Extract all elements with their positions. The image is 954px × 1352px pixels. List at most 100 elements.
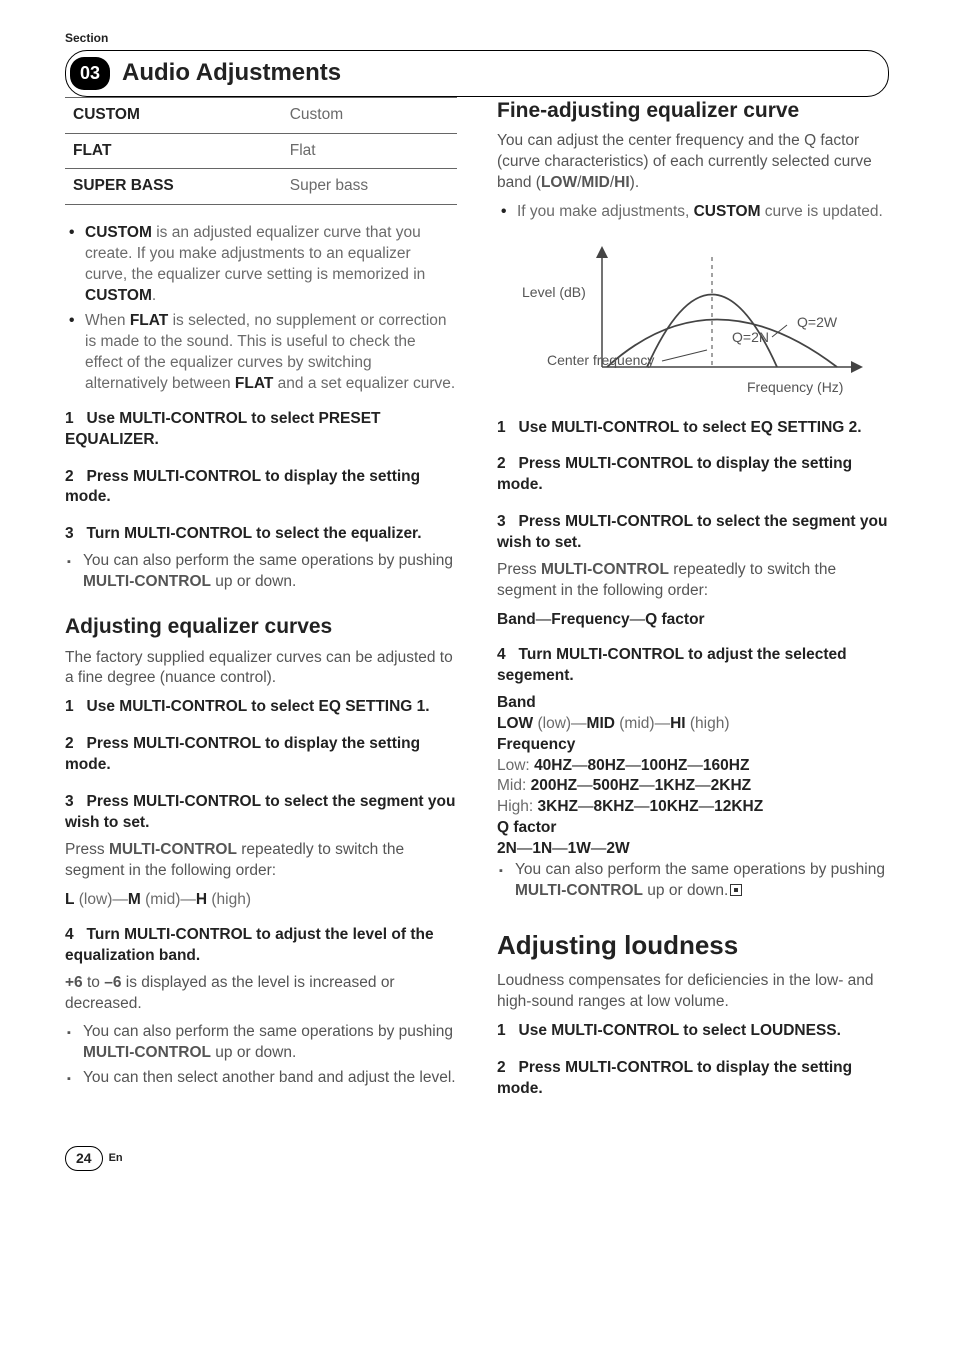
lmh-line: L (low)—M (mid)—H (high) [65, 890, 457, 911]
eq-name: CUSTOM [65, 97, 282, 133]
step-extra: Press MULTI-CONTROL repeatedly to switch… [497, 560, 889, 602]
eq-name: FLAT [65, 133, 282, 169]
text: — [578, 798, 594, 815]
step-text: Press MULTI-CONTROL to display the setti… [497, 455, 852, 493]
text-bold: 1W [568, 840, 591, 857]
step-number: 3 [65, 525, 74, 542]
step: 2 Press MULTI-CONTROL to display the set… [497, 454, 889, 496]
step-extra: Press MULTI-CONTROL repeatedly to switch… [65, 840, 457, 882]
text-bold: CUSTOM [85, 224, 152, 241]
info-bullets: If you make adjustments, CUSTOM curve is… [497, 202, 889, 223]
step-text: Press MULTI-CONTROL to select the segmen… [65, 793, 455, 831]
text: . [152, 287, 156, 304]
text: — [536, 611, 552, 628]
text: and a set equalizer curve. [273, 375, 455, 392]
text: up or down. [211, 573, 296, 590]
text-bold: MID [587, 715, 615, 732]
note: You can also perform the same operations… [65, 1022, 457, 1064]
q-factor-graph: Level (dB) Center frequency Frequency (H… [497, 237, 889, 404]
step-number: 1 [497, 419, 506, 436]
table-row: FLAT Flat [65, 133, 457, 169]
step-number: 1 [65, 410, 74, 427]
step-text: Press MULTI-CONTROL to display the setti… [65, 735, 420, 773]
eq-name: SUPER BASS [65, 169, 282, 205]
text: Mid: [497, 777, 531, 794]
text-bold: 500HZ [593, 777, 640, 794]
step-extra: +6 to –6 is displayed as the level is in… [65, 973, 457, 1015]
text-bold: +6 [65, 974, 83, 991]
text-bold: 1N [532, 840, 552, 857]
freq-low-line: Low: 40HZ—80HZ—100HZ—160HZ [497, 756, 889, 777]
text-bold: Q factor [645, 611, 704, 628]
text: When [85, 312, 130, 329]
text-bold: 80HZ [587, 757, 625, 774]
text: — [634, 798, 650, 815]
text-bold: MULTI-CONTROL [515, 882, 643, 899]
left-column: CUSTOM Custom FLAT Flat SUPER BASS Super… [65, 97, 457, 1106]
text-bold: MULTI-CONTROL [83, 573, 211, 590]
intro-text: The factory supplied equalizer curves ca… [65, 648, 457, 690]
text-bold: 2KHZ [711, 777, 751, 794]
heading-loudness: Adjusting loudness [497, 928, 889, 963]
text-bold: 12KHZ [714, 798, 763, 815]
text: — [625, 757, 641, 774]
page-footer: 24 En [65, 1146, 889, 1171]
text-bold: 2W [606, 840, 629, 857]
right-column: Fine-adjusting equalizer curve You can a… [497, 97, 889, 1106]
eq-desc: Super bass [282, 169, 457, 205]
step-text: Use MULTI-CONTROL to select EQ SETTING 1… [87, 698, 430, 715]
eq-desc: Custom [282, 97, 457, 133]
section-label: Section [65, 30, 889, 46]
bullet-custom-update: If you make adjustments, CUSTOM curve is… [497, 202, 889, 223]
text: — [695, 777, 711, 794]
text-bold: HI [614, 174, 630, 191]
step-number: 3 [497, 513, 506, 530]
heading-fine-adjust: Fine-adjusting equalizer curve [497, 97, 889, 125]
text: — [552, 840, 568, 857]
step-text: Turn MULTI-CONTROL to adjust the level o… [65, 926, 434, 964]
step: 3 Press MULTI-CONTROL to select the segm… [65, 792, 457, 834]
step: 1 Use MULTI-CONTROL to select EQ SETTING… [497, 418, 889, 439]
frequency-label: Frequency [497, 735, 889, 756]
text-bold: 40HZ [534, 757, 572, 774]
page-number-badge: 24 [65, 1146, 103, 1171]
text-bold: 200HZ [531, 777, 578, 794]
freq-mid-line: Mid: 200HZ—500HZ—1KHZ—2KHZ [497, 776, 889, 797]
text: Press [65, 841, 109, 858]
text: — [577, 777, 593, 794]
center-freq-label: Center frequency [547, 352, 654, 368]
step: 4 Turn MULTI-CONTROL to adjust the selec… [497, 645, 889, 687]
text-bold: HI [670, 715, 686, 732]
note: You can also perform the same operations… [65, 551, 457, 593]
bullet-custom: CUSTOM is an adjusted equalizer curve th… [65, 223, 457, 307]
text-bold: MULTI-CONTROL [541, 561, 669, 578]
text: up or down. [643, 882, 728, 899]
text: (mid)— [615, 715, 670, 732]
text-bold: LOW [541, 174, 577, 191]
text: (low)— [74, 891, 127, 908]
step: 2 Press MULTI-CONTROL to display the set… [65, 734, 457, 776]
text-bold: CUSTOM [694, 203, 761, 220]
text-bold: 160HZ [703, 757, 750, 774]
level-label: Level (dB) [522, 284, 586, 300]
freq-axis-label: Frequency (Hz) [747, 379, 843, 395]
text: — [572, 757, 588, 774]
qfactor-label: Q factor [497, 818, 889, 839]
step-text: Turn MULTI-CONTROL to adjust the selecte… [497, 646, 847, 684]
text-bold: Frequency [551, 611, 629, 628]
language-label: En [109, 1151, 123, 1166]
text: to [83, 974, 105, 991]
step-text: Press MULTI-CONTROL to display the setti… [497, 1059, 852, 1097]
text-bold: 1KHZ [655, 777, 695, 794]
text: You can also perform the same operations… [83, 1023, 453, 1040]
text-bold: –6 [104, 974, 121, 991]
step-number: 2 [497, 455, 506, 472]
step-text: Use MULTI-CONTROL to select LOUDNESS. [519, 1022, 841, 1039]
step: 4 Turn MULTI-CONTROL to adjust the level… [65, 925, 457, 967]
step-text: Use MULTI-CONTROL to select EQ SETTING 2… [519, 419, 862, 436]
step-number: 4 [497, 646, 506, 663]
text-bold: MULTI-CONTROL [83, 1044, 211, 1061]
text-bold: M [128, 891, 141, 908]
table-row: SUPER BASS Super bass [65, 169, 457, 205]
step-number: 1 [65, 698, 74, 715]
